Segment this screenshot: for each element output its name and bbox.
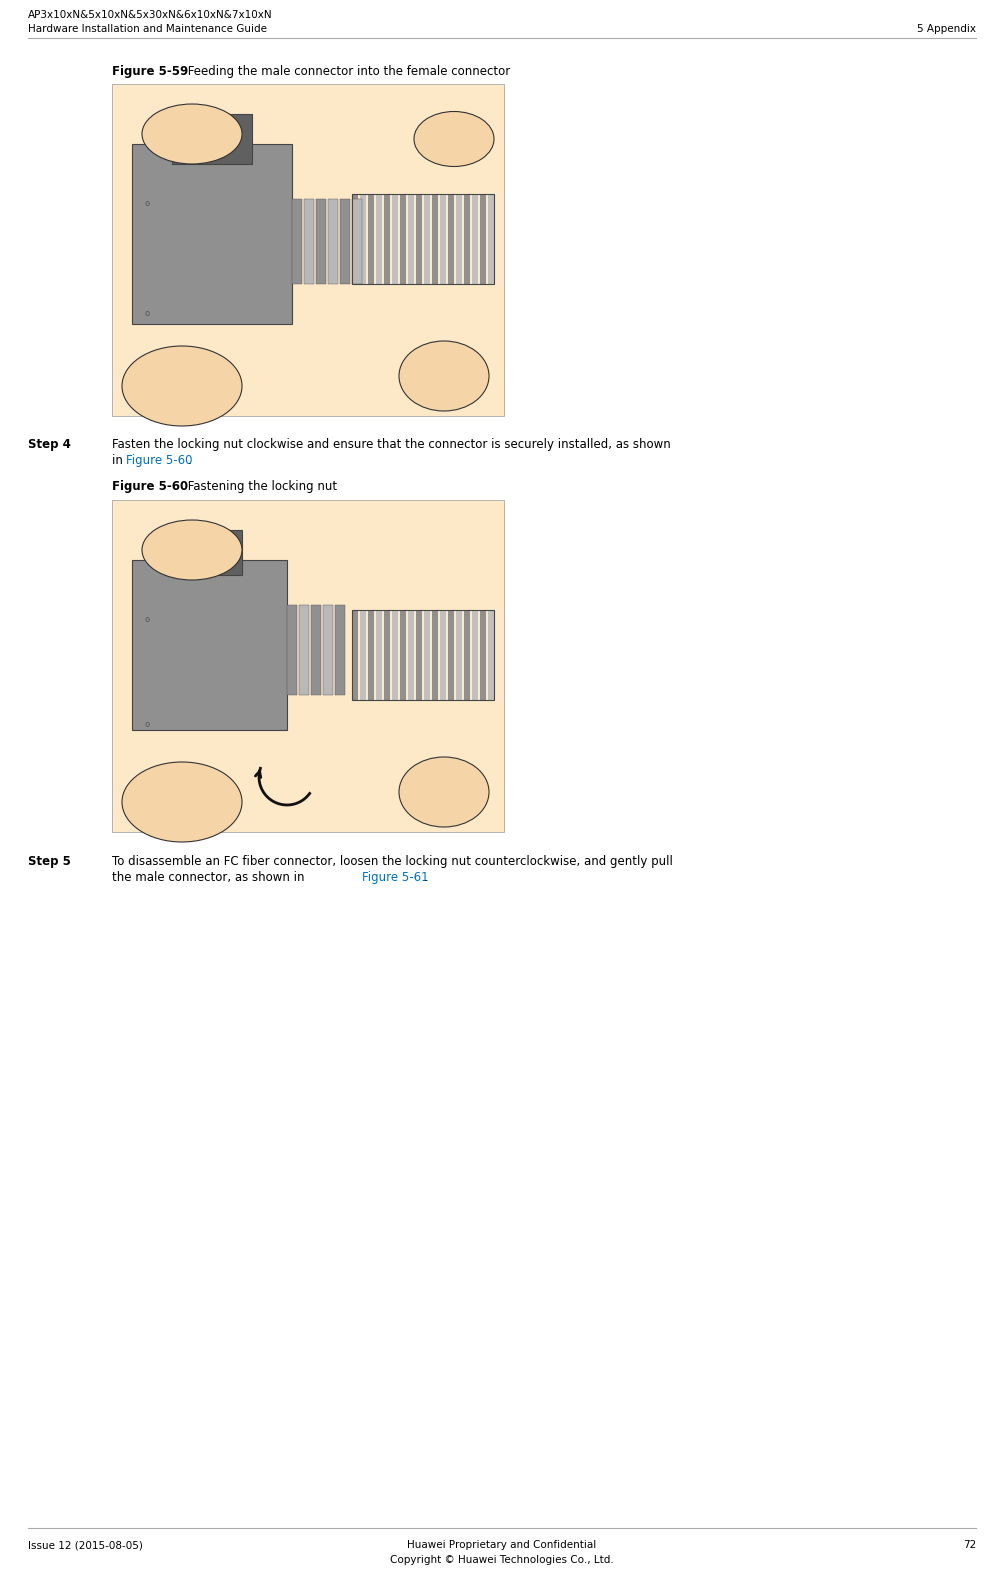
Text: .: . (188, 454, 192, 466)
Text: 5 Appendix: 5 Appendix (916, 24, 975, 35)
Bar (423, 611, 429, 700)
Text: Figure 5-59: Figure 5-59 (112, 64, 189, 78)
Bar (299, 604, 309, 696)
Text: To disassemble an FC fiber connector, loosen the locking nut counterclockwise, a: To disassemble an FC fiber connector, lo… (112, 856, 672, 868)
Bar (368, 195, 374, 284)
Text: Issue 12 (2015-08-05): Issue 12 (2015-08-05) (28, 1540, 142, 1550)
Bar (447, 611, 453, 700)
Bar (455, 611, 461, 700)
Bar (352, 611, 493, 700)
Bar (415, 195, 421, 284)
Bar (463, 611, 469, 700)
Bar (423, 195, 429, 284)
Ellipse shape (398, 341, 488, 411)
Bar (352, 199, 362, 284)
Bar (455, 195, 461, 284)
Text: Figure 5-60: Figure 5-60 (112, 480, 188, 493)
Bar (292, 199, 302, 284)
Bar (399, 195, 405, 284)
Bar (166, 531, 242, 575)
Bar (439, 195, 445, 284)
Bar (335, 604, 345, 696)
Bar (304, 199, 314, 284)
Text: Fasten the locking nut clockwise and ensure that the connector is securely insta: Fasten the locking nut clockwise and ens… (112, 438, 670, 451)
Bar (352, 195, 493, 284)
Bar (415, 611, 421, 700)
Text: .: . (423, 871, 427, 884)
Ellipse shape (122, 761, 242, 842)
Bar (352, 195, 358, 284)
Bar (323, 604, 333, 696)
Bar (431, 195, 437, 284)
Bar (391, 195, 397, 284)
Bar (391, 611, 397, 700)
Text: Figure 5-60: Figure 5-60 (125, 454, 193, 466)
Bar (287, 604, 297, 696)
Bar (328, 199, 338, 284)
Bar (383, 195, 389, 284)
Bar (352, 611, 358, 700)
Bar (360, 195, 366, 284)
Bar (463, 195, 469, 284)
Ellipse shape (398, 757, 488, 827)
Text: the male connector, as shown in: the male connector, as shown in (112, 871, 308, 884)
Bar (487, 195, 493, 284)
Bar (479, 611, 485, 700)
Ellipse shape (122, 345, 242, 425)
Bar (487, 611, 493, 700)
Text: Step 5: Step 5 (28, 856, 71, 868)
Bar (131, 144, 292, 323)
Bar (376, 611, 381, 700)
Bar (439, 611, 445, 700)
Text: o: o (144, 309, 149, 319)
Text: o: o (144, 721, 149, 730)
Bar (407, 195, 413, 284)
Text: AP3x10xN&5x10xN&5x30xN&6x10xN&7x10xN: AP3x10xN&5x10xN&5x30xN&6x10xN&7x10xN (28, 9, 273, 20)
Bar (376, 195, 381, 284)
Bar (311, 604, 321, 696)
Bar (340, 199, 350, 284)
Bar (368, 611, 374, 700)
Text: Fastening the locking nut: Fastening the locking nut (184, 480, 337, 493)
Text: o: o (144, 199, 149, 209)
Text: Huawei Proprietary and Confidential: Huawei Proprietary and Confidential (407, 1540, 596, 1550)
Bar (471, 195, 477, 284)
Bar (112, 499, 504, 832)
Text: Copyright © Huawei Technologies Co., Ltd.: Copyright © Huawei Technologies Co., Ltd… (390, 1554, 613, 1565)
Ellipse shape (413, 111, 493, 166)
Ellipse shape (141, 104, 242, 163)
Text: Feeding the male connector into the female connector: Feeding the male connector into the fema… (184, 64, 510, 78)
Text: Figure 5-61: Figure 5-61 (362, 871, 428, 884)
Bar (360, 611, 366, 700)
Bar (112, 85, 504, 416)
Bar (172, 115, 252, 163)
Bar (431, 611, 437, 700)
Text: 72: 72 (962, 1540, 975, 1550)
Text: Hardware Installation and Maintenance Guide: Hardware Installation and Maintenance Gu… (28, 24, 267, 35)
Ellipse shape (141, 520, 242, 579)
Bar (316, 199, 326, 284)
Bar (407, 611, 413, 700)
Bar (383, 611, 389, 700)
Bar (471, 611, 477, 700)
Text: o: o (144, 615, 149, 625)
Text: Step 4: Step 4 (28, 438, 71, 451)
Bar (479, 195, 485, 284)
Text: in: in (112, 454, 126, 466)
Bar (399, 611, 405, 700)
Bar (131, 560, 287, 730)
Bar (447, 195, 453, 284)
